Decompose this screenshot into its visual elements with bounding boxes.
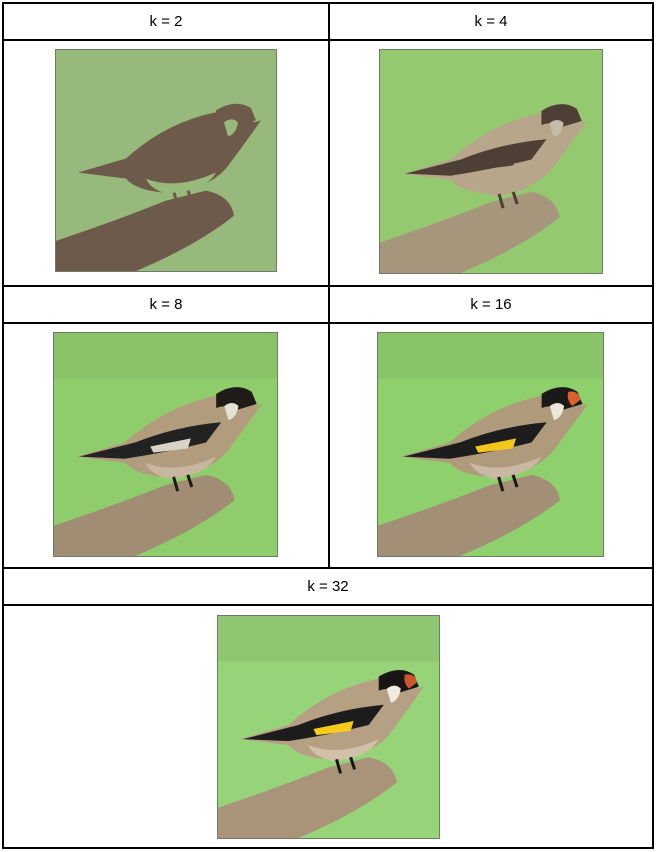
bird-head <box>216 103 256 127</box>
cheek <box>224 402 239 421</box>
wing-bar <box>475 438 517 453</box>
bird-photo <box>56 50 276 271</box>
bird-legs <box>172 474 194 492</box>
branch <box>54 474 235 556</box>
cheek <box>549 402 565 421</box>
cheek <box>224 119 238 137</box>
background-shade <box>378 333 603 379</box>
panel-label-k32: k = 32 <box>307 578 349 595</box>
wing-bar <box>475 155 517 170</box>
bird-belly <box>470 456 542 479</box>
bird-photo <box>54 333 277 556</box>
panel-label-k8: k = 8 <box>149 296 183 313</box>
red-face <box>567 391 581 406</box>
quantized-image-k8 <box>53 332 278 557</box>
panel-label-k2: k = 2 <box>149 13 183 30</box>
bird-legs <box>172 190 194 208</box>
bird-wing <box>403 422 547 459</box>
branch <box>380 191 560 273</box>
bird-wing <box>81 138 221 175</box>
bird-wing <box>243 704 384 742</box>
panel-label-k16: k = 16 <box>470 296 512 313</box>
branch-shadow <box>86 200 222 271</box>
wing-bar <box>313 720 354 736</box>
quantized-image-k32 <box>217 615 440 839</box>
bird-head <box>541 104 582 128</box>
bird-photo <box>378 333 603 556</box>
quantized-image-k16 <box>377 332 604 557</box>
quantized-image-k4 <box>379 49 603 274</box>
background-shade <box>54 333 277 379</box>
panel-label-k4: k = 4 <box>474 13 508 30</box>
quantized-image-k2 <box>55 49 277 272</box>
red-face <box>404 674 417 689</box>
bird-photo <box>380 50 602 273</box>
branch <box>218 757 397 838</box>
bird-head <box>216 387 257 411</box>
bird-legs <box>497 191 519 209</box>
bird-legs <box>335 756 357 774</box>
bird-legs <box>497 474 519 492</box>
wing-bar <box>151 154 191 169</box>
bird-belly <box>146 172 216 195</box>
bird-wing <box>405 139 547 176</box>
table-rule <box>328 4 330 569</box>
wing-bar <box>150 438 191 453</box>
bird-photo <box>218 616 439 838</box>
cheek <box>386 685 401 703</box>
bird-wing <box>79 422 222 459</box>
background-shade <box>218 616 439 662</box>
bird-belly <box>470 173 542 196</box>
bird-belly <box>145 456 217 479</box>
bird-belly <box>308 739 379 762</box>
table-rule <box>4 604 652 606</box>
cheek <box>549 119 564 138</box>
branch <box>378 474 561 556</box>
